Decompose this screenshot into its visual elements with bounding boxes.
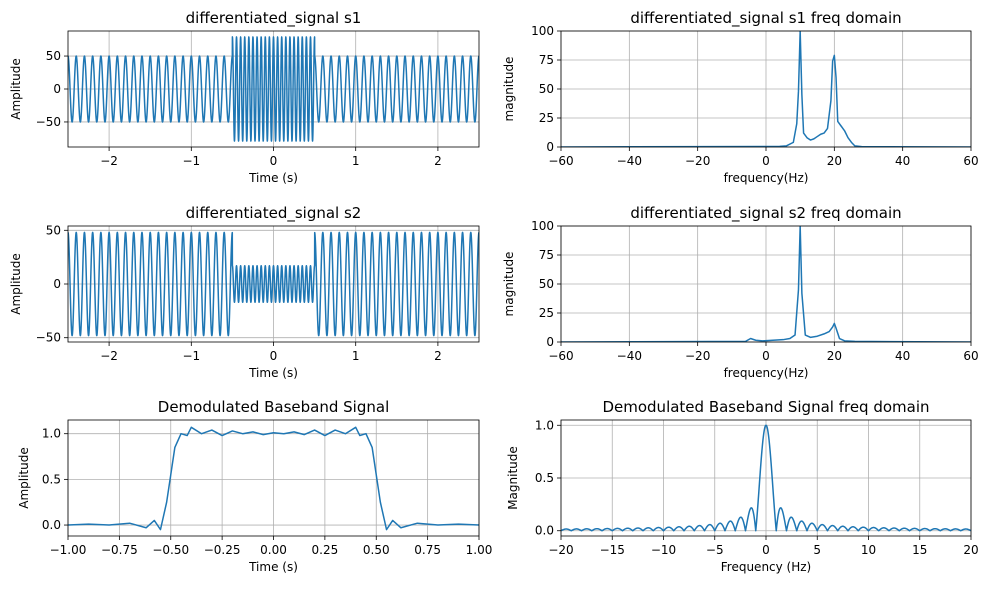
x-tick-label: −5 bbox=[706, 543, 724, 557]
x-tick-label: 0.25 bbox=[312, 543, 339, 557]
x-tick-label: −60 bbox=[548, 154, 573, 168]
subplot-title: differentiated_signal s2 freq domain bbox=[630, 204, 901, 223]
y-tick-label: 0 bbox=[53, 277, 61, 291]
x-tick-label: 1 bbox=[352, 154, 360, 168]
subplot-title: differentiated_signal s1 freq domain bbox=[630, 9, 901, 28]
subplot-title: Demodulated Baseband Signal bbox=[158, 398, 389, 416]
x-axis-label: frequency(Hz) bbox=[724, 171, 809, 185]
y-tick-label: 1.0 bbox=[535, 418, 554, 432]
x-tick-label: 2 bbox=[434, 154, 442, 168]
y-tick-label: 75 bbox=[539, 53, 554, 67]
x-tick-label: −0.50 bbox=[152, 543, 189, 557]
x-tick-label: −1 bbox=[182, 154, 200, 168]
y-tick-label: 0 bbox=[546, 335, 554, 349]
x-tick-label: −10 bbox=[651, 543, 676, 557]
x-axis-label: Time (s) bbox=[248, 560, 298, 574]
y-tick-label: 0 bbox=[546, 140, 554, 154]
x-tick-label: 20 bbox=[827, 349, 842, 363]
series-line bbox=[561, 226, 971, 342]
x-tick-label: −2 bbox=[100, 349, 118, 363]
x-tick-label: 0 bbox=[762, 349, 770, 363]
y-tick-label: 50 bbox=[46, 49, 61, 63]
x-tick-label: −60 bbox=[548, 349, 573, 363]
series-line bbox=[68, 231, 479, 337]
x-tick-label: −40 bbox=[617, 154, 642, 168]
x-tick-label: −1 bbox=[182, 349, 200, 363]
subplot-5: −1.00 −0.75 −0.50 −0.25 0.00 0.25 0.50 0.75 1.00… bbox=[17, 398, 492, 574]
y-tick-label: 50 bbox=[539, 277, 554, 291]
x-tick-label: 0.00 bbox=[260, 543, 287, 557]
y-axis-label: Magnitude bbox=[506, 446, 520, 510]
y-tick-label: 75 bbox=[539, 248, 554, 262]
x-tick-label: 0 bbox=[270, 349, 278, 363]
x-tick-label: 20 bbox=[827, 154, 842, 168]
subplot-title: differentiated_signal s1 bbox=[186, 9, 362, 28]
x-tick-label: 1 bbox=[352, 349, 360, 363]
x-axis-label: frequency(Hz) bbox=[724, 366, 809, 380]
y-axis-label: Amplitude bbox=[9, 58, 23, 120]
y-tick-label: 50 bbox=[539, 82, 554, 96]
y-tick-label: 100 bbox=[531, 24, 554, 38]
y-tick-label: 0.0 bbox=[42, 518, 61, 532]
y-axis-label: Amplitude bbox=[9, 253, 23, 315]
y-tick-label: 0.5 bbox=[42, 472, 61, 486]
x-tick-label: 0 bbox=[270, 154, 278, 168]
y-axis-label: magnitude bbox=[502, 57, 516, 122]
subplot-2: −60 −40 −20 0 20 40 60 0 25 50 75 100 differentiated… bbox=[502, 9, 979, 185]
subplot-title: Demodulated Baseband Signal freq domain bbox=[602, 398, 929, 416]
x-tick-label: 60 bbox=[963, 349, 978, 363]
subplot-title: differentiated_signal s2 bbox=[186, 204, 362, 223]
x-tick-label: −20 bbox=[685, 349, 710, 363]
x-tick-label: −0.75 bbox=[101, 543, 138, 557]
x-tick-label: −20 bbox=[548, 543, 573, 557]
x-tick-label: 1.00 bbox=[466, 543, 493, 557]
x-tick-label: 0 bbox=[762, 543, 770, 557]
x-tick-label: 40 bbox=[895, 154, 910, 168]
x-tick-label: 2 bbox=[434, 349, 442, 363]
subplot-1: −2 −1 0 1 2 −50 0 50 differentiated_signal s1 Tim… bbox=[9, 9, 480, 185]
series-line bbox=[68, 36, 479, 142]
x-tick-label: 0.75 bbox=[414, 543, 441, 557]
subplot-3: −2 −1 0 1 2 −50 0 50 differentiated_signal s2 Tim… bbox=[9, 204, 480, 380]
x-tick-label: 10 bbox=[861, 543, 876, 557]
y-axis-label: Amplitude bbox=[17, 447, 31, 509]
x-tick-label: −20 bbox=[685, 154, 710, 168]
y-tick-label: 0.0 bbox=[535, 524, 554, 538]
x-tick-label: 5 bbox=[813, 543, 821, 557]
y-tick-label: 0.5 bbox=[535, 471, 554, 485]
y-tick-label: −50 bbox=[36, 331, 61, 345]
x-tick-label: 0.50 bbox=[363, 543, 390, 557]
y-tick-label: 25 bbox=[539, 111, 554, 125]
x-tick-label: −2 bbox=[100, 154, 118, 168]
x-tick-label: 60 bbox=[963, 154, 978, 168]
subplot-4: −60 −40 −20 0 20 40 60 0 25 50 75 100 differentiated… bbox=[502, 204, 979, 380]
series-line bbox=[68, 426, 479, 531]
x-axis-label: Time (s) bbox=[248, 366, 298, 380]
x-tick-label: 40 bbox=[895, 349, 910, 363]
y-tick-label: 0 bbox=[53, 82, 61, 96]
series-line bbox=[561, 424, 971, 532]
x-tick-label: −1.00 bbox=[50, 543, 87, 557]
subplot-6: −20 −15 −10 −5 0 5 10 15 20 0.0 0.5 1.0 Demodulated … bbox=[506, 398, 979, 574]
y-tick-label: 25 bbox=[539, 306, 554, 320]
y-tick-label: 100 bbox=[531, 219, 554, 233]
y-tick-label: 50 bbox=[46, 223, 61, 237]
series-line bbox=[561, 31, 971, 147]
x-tick-label: −15 bbox=[600, 543, 625, 557]
x-tick-label: 15 bbox=[912, 543, 927, 557]
y-tick-label: 1.0 bbox=[42, 427, 61, 441]
y-axis-label: magnitude bbox=[502, 252, 516, 317]
x-tick-label: 0 bbox=[762, 154, 770, 168]
x-tick-label: −40 bbox=[617, 349, 642, 363]
x-tick-label: 20 bbox=[963, 543, 978, 557]
x-axis-label: Frequency (Hz) bbox=[721, 560, 812, 574]
x-tick-label: −0.25 bbox=[204, 543, 241, 557]
x-axis-label: Time (s) bbox=[248, 171, 298, 185]
y-tick-label: −50 bbox=[36, 115, 61, 129]
